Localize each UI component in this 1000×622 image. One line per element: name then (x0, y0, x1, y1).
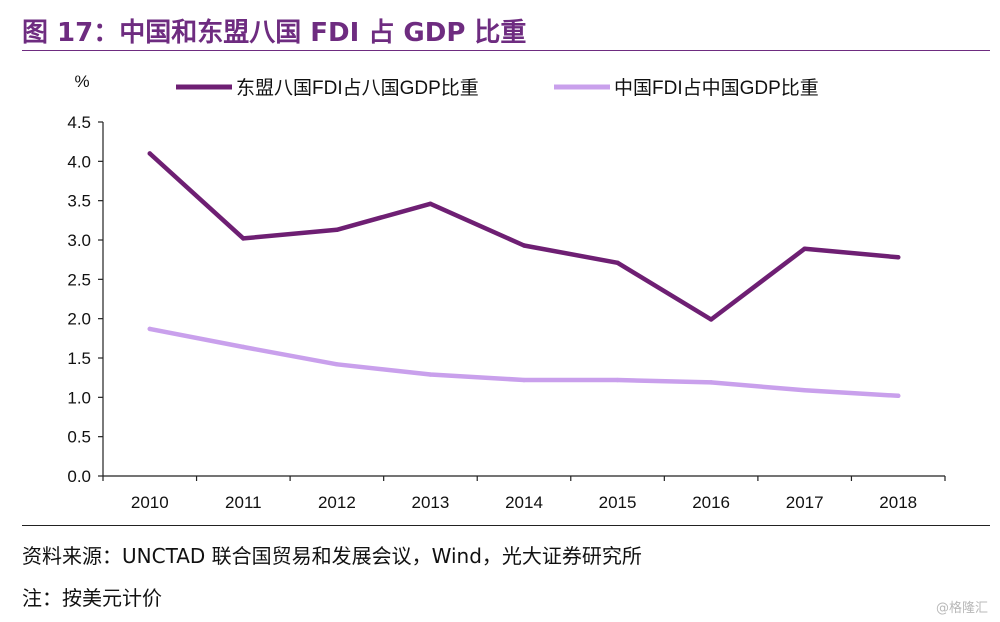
series-1-point (521, 377, 527, 383)
series-0-point (708, 317, 714, 322)
x-tick-label: 2012 (318, 493, 356, 512)
title-divider (22, 50, 990, 51)
y-tick-label: 2.0 (67, 310, 91, 329)
x-tick-label: 2017 (786, 493, 824, 512)
y-tick-label: 1.0 (67, 388, 91, 407)
x-tick-label: 2014 (505, 493, 543, 512)
series-line-0 (147, 151, 901, 322)
y-tick-label: 3.0 (67, 231, 91, 250)
line-chart: 东盟八国FDI占八国GDP比重 中国FDI占中国GDP比重 0.0 0.5 1.0 1.… (67, 72, 946, 512)
y-axis-unit-label: % (74, 72, 89, 91)
series-1-point (147, 326, 152, 332)
source-note: 资料来源：UNCTAD 联合国贸易和发展会议，Wind，光大证券研究所 (22, 544, 642, 568)
currency-note: 注：按美元计价 (22, 586, 162, 610)
chart-series (147, 151, 901, 399)
x-tick-label: 2018 (879, 493, 917, 512)
chart-legend: 东盟八国FDI占八国GDP比重 中国FDI占中国GDP比重 (176, 77, 819, 99)
legend-label-0: 东盟八国FDI占八国GDP比重 (236, 77, 479, 99)
series-0-point (147, 151, 152, 156)
chart-title: 图 17：中国和东盟八国 FDI 占 GDP 比重 (22, 18, 527, 48)
y-tick-label: 4.5 (67, 113, 91, 132)
series-1-point (708, 380, 714, 385)
series-1-point (334, 362, 340, 367)
x-tick-label: 2016 (692, 493, 730, 512)
y-tick-label: 3.5 (67, 192, 91, 211)
series-1-point (428, 372, 433, 377)
series-1-point (896, 393, 901, 398)
x-tick-label: 2015 (599, 493, 637, 512)
series-0-point (521, 243, 527, 248)
series-0-point (334, 227, 340, 232)
chart-axes: 0.0 0.5 1.0 1.5 2.0 2.5 3.0 3.5 4.0 4.5% 2010 2011 2… (67, 72, 946, 512)
series-0-point (241, 236, 246, 241)
y-tick-label: 0.0 (67, 467, 91, 486)
x-tick-label: 2010 (131, 493, 169, 512)
y-tick-label: 0.5 (67, 428, 91, 447)
y-tick-label: 4.0 (67, 152, 91, 171)
series-1-point (241, 344, 246, 350)
y-tick-label: 1.5 (67, 349, 91, 368)
series-1-point (615, 377, 620, 383)
series-0-point (896, 255, 901, 260)
series-0-point (428, 201, 433, 207)
legend-label-1: 中国FDI占中国GDP比重 (614, 77, 819, 99)
footer-divider (22, 525, 990, 526)
series-0-point (802, 246, 807, 251)
series-1-point (802, 388, 807, 393)
series-line-1 (147, 326, 901, 399)
watermark: @格隆汇 (935, 601, 988, 616)
x-tick-label: 2011 (225, 493, 262, 512)
y-tick-label: 2.5 (67, 270, 91, 289)
x-tick-label: 2013 (412, 493, 450, 512)
series-0-point (615, 260, 620, 266)
